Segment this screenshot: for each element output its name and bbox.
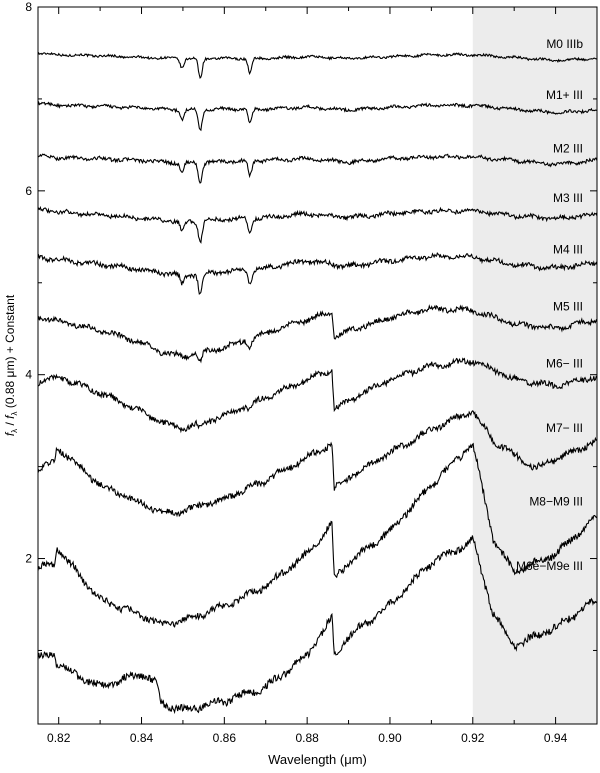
x-tick-label: 0.82 <box>47 731 71 745</box>
y-tick-label: 8 <box>25 0 32 14</box>
y-tick-label: 6 <box>25 184 32 198</box>
y-axis-label: fλ / fλ (0.88 μm) + Constant <box>3 294 19 436</box>
spectrum-line <box>37 252 598 295</box>
series-label: M6e−M9e III <box>516 559 583 573</box>
series-label: M6− III <box>546 357 583 371</box>
spectrum-line <box>37 100 598 132</box>
spectrum-line <box>37 535 598 715</box>
series-label: M2 III <box>553 142 583 156</box>
y-axis-label-f1: f <box>3 431 17 436</box>
spectrum-line <box>37 304 598 364</box>
x-axis-label: Wavelength (μm) <box>268 752 367 767</box>
y-axis-label-sub1: λ <box>10 429 19 433</box>
series-label: M4 III <box>553 243 583 257</box>
shaded-region <box>472 7 597 724</box>
spectrum-line <box>37 410 598 518</box>
series-label: M3 III <box>553 191 583 205</box>
x-tick-label: 0.86 <box>213 731 237 745</box>
y-axis-label-slash: / <box>3 419 17 429</box>
y-axis-label-sub2: λ <box>10 411 19 415</box>
series-label: M5 III <box>553 300 583 314</box>
x-tick-label: 0.88 <box>295 731 319 745</box>
y-axis-label-rest: (0.88 μm) + Constant <box>3 294 17 411</box>
spectrum-line <box>37 357 598 434</box>
spectrum-line <box>37 205 598 244</box>
x-tick-label: 0.94 <box>544 731 568 745</box>
y-tick-label: 2 <box>25 552 32 566</box>
y-axis-label-f2: f <box>3 414 17 419</box>
x-tick-label: 0.84 <box>130 731 154 745</box>
series-label: M8−M9 III <box>529 495 583 509</box>
x-tick-label: 0.90 <box>378 731 402 745</box>
x-tick-label: 0.92 <box>461 731 485 745</box>
plot-frame <box>37 6 598 725</box>
y-tick-label: 4 <box>25 368 32 382</box>
spectrum-line <box>37 153 598 184</box>
spectrum-line <box>37 51 598 79</box>
series-layer <box>37 51 598 715</box>
series-labels: M0 IIIb M1+ III M2 III M3 III M4 III M5 III M6… <box>516 37 583 573</box>
spectrum-line <box>37 442 598 628</box>
series-label: M1+ III <box>546 88 583 102</box>
series-label: M7− III <box>546 421 583 435</box>
series-label: M0 IIIb <box>546 37 583 51</box>
